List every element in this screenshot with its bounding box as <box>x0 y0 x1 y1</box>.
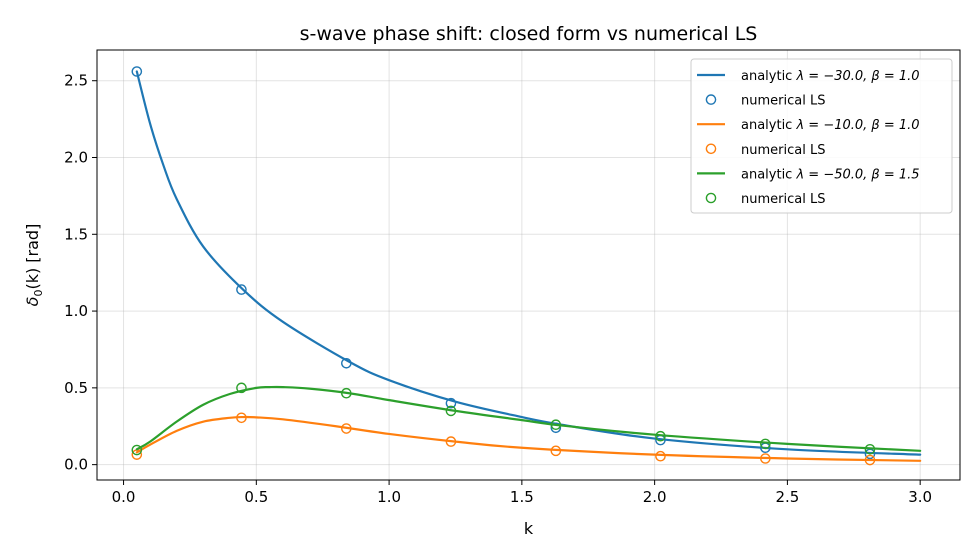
series-layer <box>131 66 922 466</box>
legend-analytic-prefix: analytic <box>741 118 796 133</box>
grid <box>97 50 960 480</box>
y-tick-label: 0.5 <box>64 379 88 397</box>
ticks: 0.0 0.5 1.0 1.5 2.0 2.5 3.0 0.0 0.5 1.0 1.5 2.0 2.5 <box>64 72 932 506</box>
x-tick-label: 1.0 <box>377 488 401 506</box>
plot-frame <box>96 49 961 481</box>
legend-entry-analytic: analytic λ = −10.0, β = 1.0 <box>741 118 920 133</box>
numerical-ls-point-3 <box>445 405 457 417</box>
numerical-ls-point-3 <box>550 419 562 431</box>
y-tick-label: 2.0 <box>64 149 88 167</box>
x-tick-label: 3.0 <box>908 488 932 506</box>
numerical-ls-point-1 <box>445 397 457 409</box>
y-tick-label: 1.0 <box>64 302 88 320</box>
y-tick-label: 0.0 <box>64 456 88 474</box>
numerical-ls-point-3 <box>341 387 352 399</box>
legend-entry-analytic: analytic λ = −50.0, β = 1.5 <box>741 167 920 182</box>
y-tick-label: 1.5 <box>64 225 88 243</box>
analytic-curve-3 <box>135 385 922 452</box>
numerical-ls-point-1 <box>550 422 562 434</box>
x-tick-label: 1.5 <box>510 488 534 506</box>
numerical-ls-point-3 <box>131 444 143 456</box>
legend-entry-numerical: numerical LS <box>741 94 825 109</box>
numerical-ls-point-2 <box>445 436 457 447</box>
chart-title: s-wave phase shift: closed form vs numer… <box>300 23 758 45</box>
numerical-ls-point-1 <box>236 284 247 295</box>
legend-analytic-params: λ = −50.0, β = 1.5 <box>795 167 919 182</box>
numerical-ls-point-1 <box>341 357 352 369</box>
y-axis-label-rest: (k) [rad] <box>23 224 42 290</box>
legend-entry-numerical: numerical LS <box>741 192 825 207</box>
numerical-ls-point-2 <box>655 450 666 462</box>
y-axis-label-symbol: δ <box>23 296 42 306</box>
y-tick-label: 2.5 <box>64 72 88 90</box>
x-axis-label: k <box>524 519 534 538</box>
numerical-ls-point-2 <box>341 423 352 434</box>
x-tick-label: 2.0 <box>643 488 667 506</box>
legend-entry-analytic: analytic λ = −30.0, β = 1.0 <box>741 69 920 84</box>
legend-analytic-params: λ = −30.0, β = 1.0 <box>795 69 919 84</box>
legend-box <box>690 58 953 214</box>
x-tick-label: 0.0 <box>112 488 136 506</box>
numerical-ls-point-3 <box>655 430 666 442</box>
numerical-ls-point-2 <box>236 412 247 424</box>
legend-entry-numerical: numerical LS <box>741 143 825 158</box>
legend-analytic-params: λ = −10.0, β = 1.0 <box>795 118 919 133</box>
y-axis-label: δ0(k) [rad] <box>23 224 45 307</box>
x-tick-label: 0.5 <box>244 488 268 506</box>
numerical-ls-point-3 <box>864 443 876 455</box>
legend-marker-swatch <box>705 94 717 105</box>
analytic-curve-1 <box>135 70 922 456</box>
numerical-ls-point-2 <box>760 453 771 464</box>
legend-marker-swatch <box>705 143 717 155</box>
legend-analytic-prefix: analytic <box>741 69 796 84</box>
legend-analytic-prefix: analytic <box>741 167 796 182</box>
legend: analytic λ = −30.0, β = 1.0 numerical LS a… <box>690 58 953 214</box>
analytic-curve-2 <box>135 415 922 462</box>
x-tick-label: 2.5 <box>775 488 799 506</box>
y-axis-label-subscript: 0 <box>32 290 45 297</box>
legend-marker-swatch <box>705 192 717 204</box>
numerical-ls-point-3 <box>760 438 771 450</box>
numerical-ls-point-1 <box>131 66 143 77</box>
numerical-ls-point-2 <box>550 445 562 457</box>
numerical-ls-point-3 <box>236 382 247 394</box>
numerical-ls-point-2 <box>864 454 876 466</box>
